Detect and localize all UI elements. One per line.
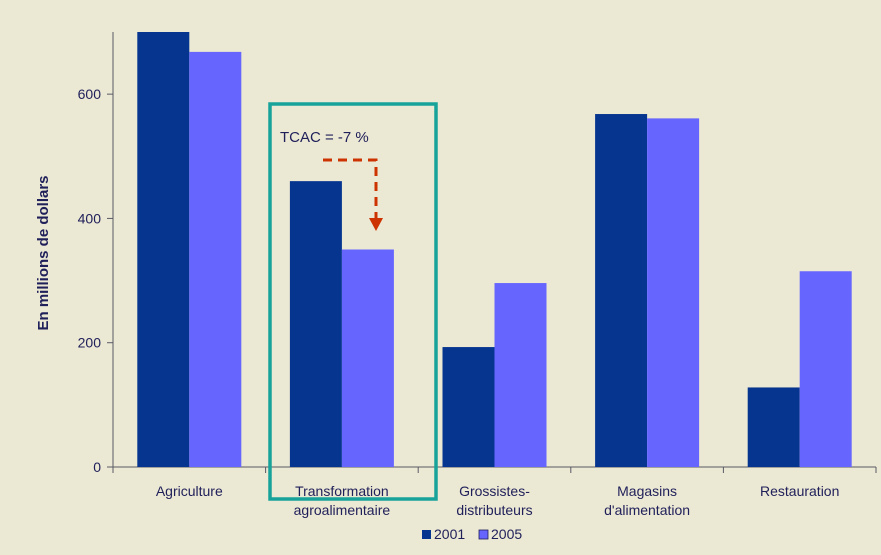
bar-2005-1 — [341, 249, 394, 467]
bars-layer — [137, 32, 852, 468]
bar-2001-3 — [595, 114, 648, 468]
bar-2001-4 — [747, 387, 800, 467]
bar-2005-0 — [189, 51, 242, 468]
bar-2001-1 — [289, 181, 342, 467]
bar-2001-0 — [137, 32, 190, 467]
legend-label-2001: 2001 — [434, 526, 465, 542]
x-category-label: Magasins d'alimentation — [604, 483, 690, 518]
bar-2005-4 — [799, 271, 852, 467]
x-category-label: Agriculture — [156, 483, 223, 499]
annotation-layer: TCAC = -7 % — [268, 102, 438, 501]
bar-2001-2 — [442, 347, 495, 467]
y-tick-label: 400 — [78, 210, 102, 226]
x-category-label: Restauration — [760, 483, 839, 499]
y-axis-title: En millions de dollars — [35, 175, 52, 330]
highlight-box — [268, 102, 438, 501]
legend: 2001 2005 — [422, 526, 522, 542]
labels-layer: 0 200 400 600 Agriculture Transformation agroa… — [78, 86, 840, 518]
y-tick-label: 200 — [78, 335, 102, 351]
decrease-arrowhead — [369, 218, 383, 231]
annotation-label: TCAC = -7 % — [280, 129, 369, 146]
bar-2005-2 — [494, 283, 547, 467]
legend-label-2005: 2005 — [491, 526, 522, 542]
decrease-arrow — [323, 158, 378, 218]
y-tick-label: 600 — [78, 86, 102, 102]
y-tick-label: 0 — [93, 459, 101, 475]
legend-swatch-2001 — [422, 530, 431, 539]
x-category-label: Grossistes-distributeurs — [456, 483, 532, 518]
bar-2005-3 — [647, 118, 700, 467]
x-category-label: Transformation agroalimentaire — [294, 483, 391, 518]
legend-swatch-2005 — [478, 529, 489, 540]
